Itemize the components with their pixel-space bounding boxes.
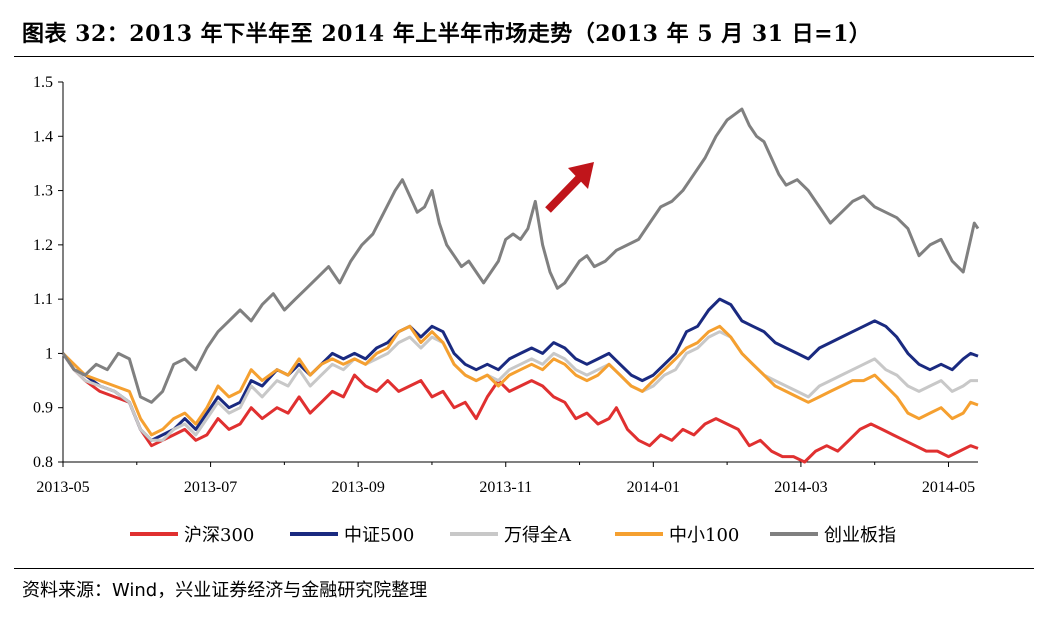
series-lines xyxy=(61,107,980,464)
x-tick-label: 2014-01 xyxy=(627,479,680,496)
legend-label: 沪深300 xyxy=(184,525,254,546)
y-tick-label: 1.3 xyxy=(33,183,53,200)
y-tick-label: 0.8 xyxy=(33,454,53,471)
x-tick-label: 2014-05 xyxy=(922,479,975,496)
source-note: 资料来源：Wind，兴业证券经济与金融研究院整理 xyxy=(22,580,428,601)
title-rule xyxy=(14,56,1034,57)
y-tick-label: 1.4 xyxy=(33,128,53,145)
series-line-2 xyxy=(61,330,978,442)
x-tick-label: 2013-05 xyxy=(36,479,89,496)
y-tick-label: 0.9 xyxy=(33,400,53,417)
series-line-1 xyxy=(61,297,979,442)
trend-arrow-icon xyxy=(545,162,594,213)
x-tick-label: 2013-07 xyxy=(184,479,237,496)
x-tick-label: 2013-11 xyxy=(479,479,532,496)
legend-label: 中小100 xyxy=(669,525,739,546)
x-tick-label: 2013-09 xyxy=(331,479,384,496)
series-line-3 xyxy=(61,324,979,437)
chart-title: 图表 32：2013 年下半年至 2014 年上半年市场走势（2013 年 5 … xyxy=(22,21,872,47)
source-rule xyxy=(14,568,1034,569)
line-chart: 1.5 1.4 1.3 1.2 1.1 1 0.9 0.8 2013-05 2013-07 2013… xyxy=(33,74,980,546)
legend-label: 中证500 xyxy=(344,525,414,546)
y-tick-label: 1.2 xyxy=(33,237,53,254)
legend-label: 万得全A xyxy=(504,525,572,546)
legend-label: 创业板指 xyxy=(824,525,896,546)
x-tick-label: 2014-03 xyxy=(774,479,827,496)
y-tick-label: 1.5 xyxy=(33,74,53,91)
y-tick-label: 1 xyxy=(45,345,53,362)
chart-legend: 沪深300 中证500 万得全A 中小100 创业板指 xyxy=(130,525,896,546)
y-tick-label: 1.1 xyxy=(33,291,53,308)
series-line-4 xyxy=(61,107,980,404)
chart-axes: 1.5 1.4 1.3 1.2 1.1 1 0.9 0.8 2013-05 2013-07 2013… xyxy=(33,74,978,496)
series-line-0 xyxy=(61,352,979,464)
